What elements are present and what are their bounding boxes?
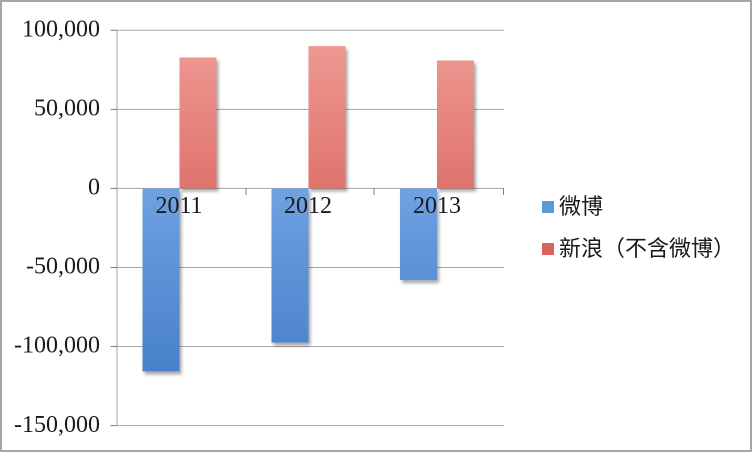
svg-text:50,000: 50,000: [34, 96, 100, 122]
svg-text:2013: 2013: [413, 193, 461, 219]
svg-text:-100,000: -100,000: [14, 333, 100, 359]
svg-text:-50,000: -50,000: [26, 254, 100, 280]
svg-text:2012: 2012: [284, 193, 332, 219]
svg-text:100,000: 100,000: [22, 17, 100, 43]
svg-text:2011: 2011: [155, 193, 202, 219]
svg-text:0: 0: [88, 175, 100, 201]
svg-text:新浪（不含微博）: 新浪（不含微博）: [559, 236, 735, 261]
svg-text:微博: 微博: [559, 194, 603, 219]
svg-text:-150,000: -150,000: [14, 412, 100, 438]
